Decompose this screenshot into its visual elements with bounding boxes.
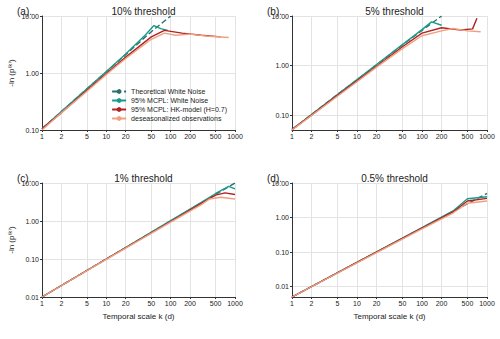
svg-text:20: 20: [373, 133, 381, 140]
svg-text:100: 100: [165, 300, 177, 307]
svg-text:1.00: 1.00: [25, 70, 39, 77]
svg-text:100: 100: [165, 133, 177, 140]
svg-text:0.10: 0.10: [275, 112, 289, 119]
svg-text:Temporal scale k (d): Temporal scale k (d): [353, 312, 425, 321]
svg-text:1: 1: [40, 300, 44, 307]
svg-text:1000: 1000: [479, 300, 495, 307]
svg-text:100: 100: [416, 300, 428, 307]
svg-text:(c).: (c).: [17, 173, 31, 184]
svg-text:95% MCPL: HK-model (H=0.7): 95% MCPL: HK-model (H=0.7): [131, 106, 227, 114]
svg-text:0.01: 0.01: [275, 283, 289, 290]
svg-text:10: 10: [102, 300, 110, 307]
svg-text:50: 50: [399, 300, 407, 307]
svg-text:1.00: 1.00: [275, 214, 289, 221]
svg-text:50: 50: [147, 133, 155, 140]
svg-text:2: 2: [59, 300, 63, 307]
svg-text:20: 20: [122, 133, 130, 140]
svg-text:1000: 1000: [227, 300, 243, 307]
svg-text:5% threshold: 5% threshold: [365, 6, 423, 17]
svg-text:1% threshold: 1% threshold: [114, 173, 172, 184]
svg-text:200: 200: [184, 300, 196, 307]
svg-text:1000: 1000: [479, 133, 495, 140]
svg-text:500: 500: [210, 133, 222, 140]
svg-text:200: 200: [184, 133, 196, 140]
svg-text:1000: 1000: [227, 133, 243, 140]
svg-text:(a).: (a).: [17, 6, 32, 17]
svg-text:500: 500: [462, 300, 474, 307]
svg-text:100: 100: [416, 133, 428, 140]
svg-text:20: 20: [122, 300, 130, 307]
svg-text:500: 500: [462, 133, 474, 140]
svg-text:0.5% threshold: 0.5% threshold: [361, 173, 428, 184]
svg-text:1.00: 1.00: [275, 62, 289, 69]
svg-text:Theoretical White Noise: Theoretical White Noise: [131, 88, 205, 95]
svg-text:50: 50: [399, 133, 407, 140]
svg-text:10: 10: [102, 133, 110, 140]
svg-text:20: 20: [373, 300, 381, 307]
svg-text:1: 1: [40, 133, 44, 140]
svg-text:50: 50: [147, 300, 155, 307]
svg-text:5: 5: [85, 300, 89, 307]
svg-text:10: 10: [353, 133, 361, 140]
svg-text:0.10: 0.10: [25, 256, 39, 263]
svg-text:2: 2: [59, 133, 63, 140]
svg-text:-ln (p⁽ᵏ⁾): -ln (p⁽ᵏ⁾): [7, 226, 16, 254]
svg-text:5: 5: [335, 133, 339, 140]
svg-text:10% threshold: 10% threshold: [112, 6, 176, 17]
svg-text:(d).: (d).: [267, 173, 282, 184]
svg-text:-ln (p⁽ᵏ⁾): -ln (p⁽ᵏ⁾): [7, 59, 16, 87]
svg-text:1: 1: [290, 300, 294, 307]
svg-text:5: 5: [85, 133, 89, 140]
svg-text:0.01: 0.01: [25, 294, 39, 301]
svg-text:2: 2: [310, 133, 314, 140]
svg-text:(b).: (b).: [267, 6, 282, 17]
svg-text:2: 2: [310, 300, 314, 307]
svg-text:95% MCPL: White Noise: 95% MCPL: White Noise: [131, 97, 208, 104]
svg-text:deseasonalized observations: deseasonalized observations: [131, 115, 222, 122]
svg-text:200: 200: [436, 133, 448, 140]
svg-text:Temporal scale k (d): Temporal scale k (d): [102, 312, 174, 321]
svg-text:500: 500: [210, 300, 222, 307]
svg-text:1: 1: [290, 133, 294, 140]
svg-text:1.00: 1.00: [25, 218, 39, 225]
svg-text:0.10: 0.10: [25, 127, 39, 134]
svg-text:0.10: 0.10: [275, 249, 289, 256]
svg-text:200: 200: [436, 300, 448, 307]
svg-text:10: 10: [353, 300, 361, 307]
svg-text:5: 5: [335, 300, 339, 307]
